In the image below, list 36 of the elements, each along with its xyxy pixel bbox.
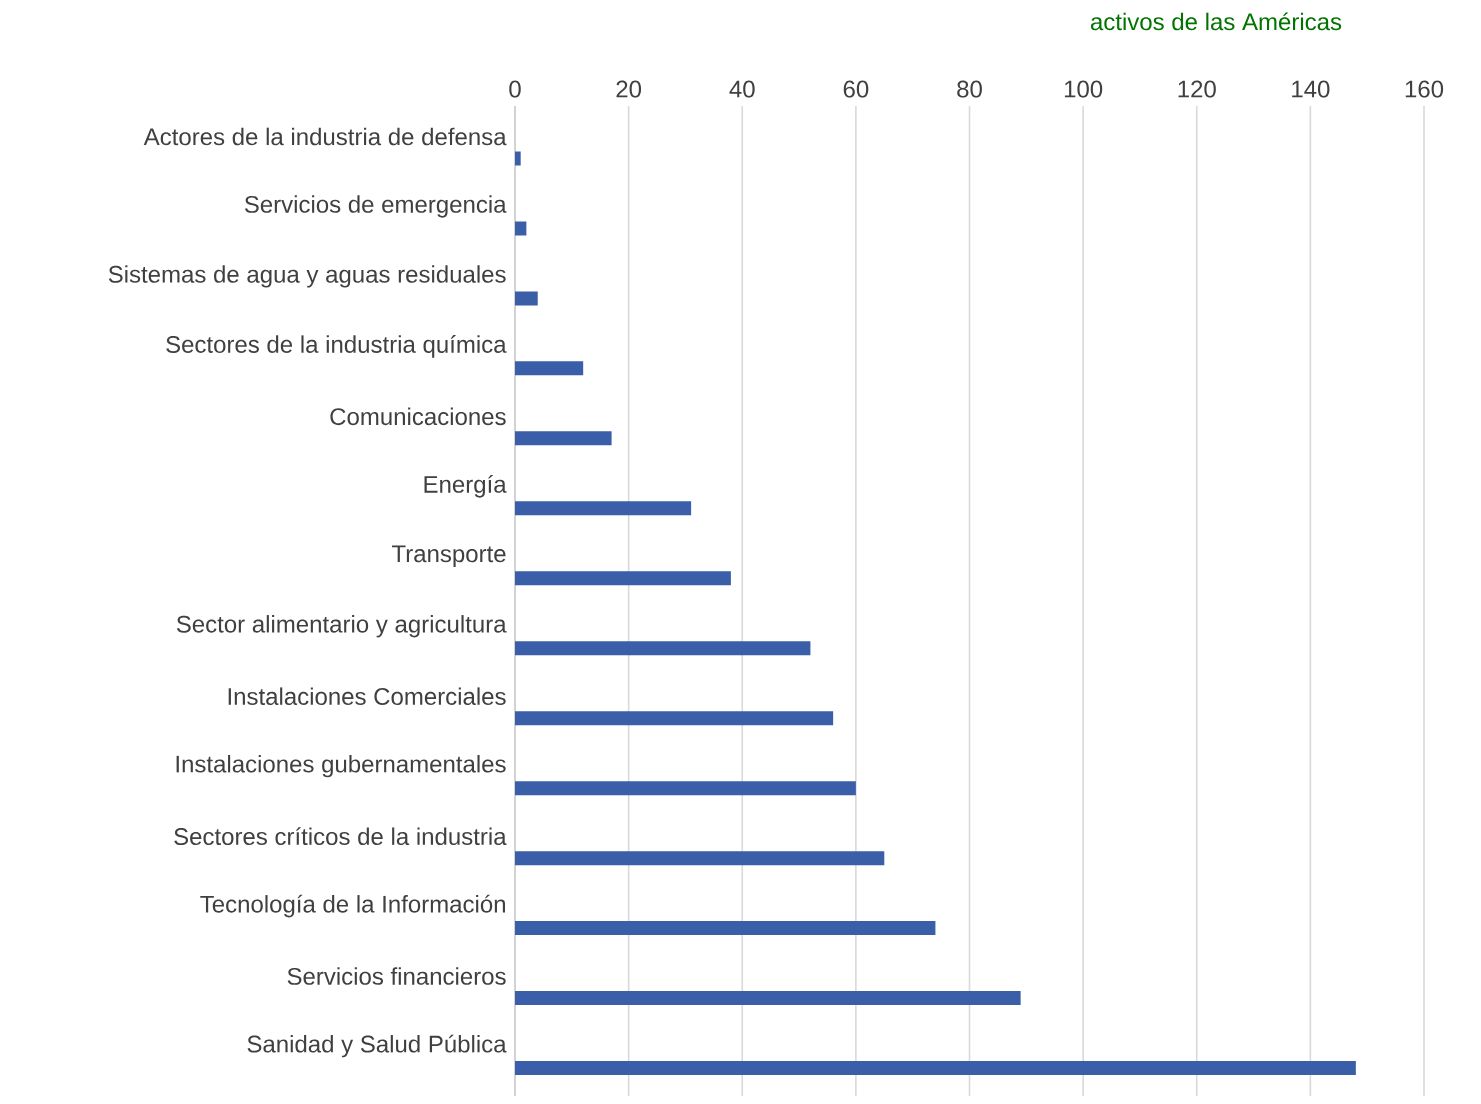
y-tick-label: Sectores de la industria química: [166, 335, 507, 358]
bar: [515, 431, 612, 446]
y-tick-label: Comunicaciones: [330, 407, 506, 426]
x-tick-label: 140: [1292, 80, 1330, 98]
bar: [515, 781, 856, 796]
y-tick-label: Tecnología de la Información: [200, 894, 505, 918]
bar: [515, 711, 834, 726]
bar: [515, 501, 692, 516]
bar: [515, 851, 885, 866]
x-tick-label: 120: [1178, 80, 1216, 98]
bar: [515, 361, 584, 376]
x-tick-label: 100: [1064, 80, 1103, 98]
x-tick-label: 160: [1405, 80, 1444, 98]
x-tick-label: 40: [729, 80, 755, 98]
y-tick-label: Transporte: [391, 545, 506, 568]
bar: [515, 991, 1021, 1006]
x-tick-label: 80: [957, 80, 982, 98]
y-tick-label: Instalaciones Comerciales: [228, 687, 506, 705]
bar: [515, 921, 936, 936]
y-tick-label: Sector alimentario y agricultura: [176, 615, 507, 638]
y-tick-label: Actores de la industria de defensa: [143, 127, 507, 146]
bar: [515, 571, 731, 586]
y-tick-label: Servicios de emergencia: [244, 195, 507, 218]
y-tick-label: Sectores críticos de la industria: [174, 827, 507, 846]
y-tick-label: Instalaciones gubernamentales: [176, 754, 506, 778]
y-tick-label: Sistemas de agua y aguas residuales: [108, 265, 506, 288]
bar: [515, 641, 811, 656]
y-tick-label: Sanidad y Salud Pública: [247, 1034, 507, 1058]
x-tick-label: 0: [509, 80, 521, 98]
y-tick-label: Energía: [424, 474, 507, 498]
y-tick-label: Servicios financieros: [287, 967, 506, 985]
bar: [515, 291, 538, 306]
chart-title: activos de las Américas: [1090, 12, 1342, 31]
x-tick-label: 60: [843, 80, 869, 98]
bar: [515, 1061, 1356, 1076]
x-tick-label: 20: [616, 80, 642, 98]
